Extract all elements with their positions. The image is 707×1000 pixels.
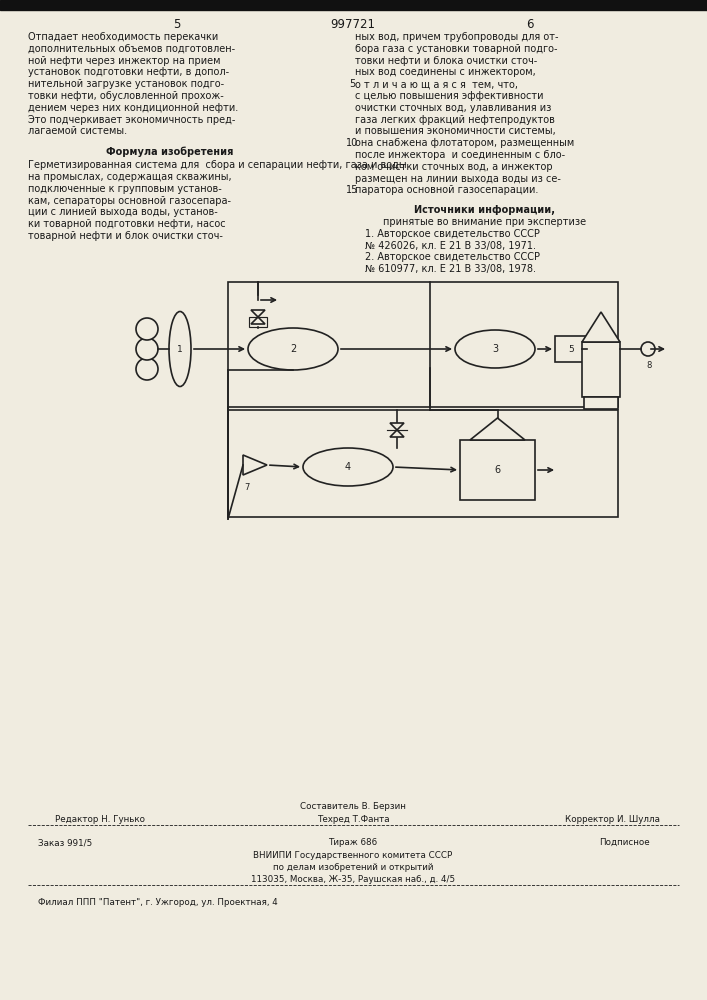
Text: ки товарной подготовки нефти, насос: ки товарной подготовки нефти, насос xyxy=(28,219,226,229)
Text: дением через них кондиционной нефти.: дением через них кондиционной нефти. xyxy=(28,103,238,113)
Ellipse shape xyxy=(455,330,535,368)
Text: 5: 5 xyxy=(568,344,574,354)
Text: 113035, Москва, Ж-35, Раушская наб., д. 4/5: 113035, Москва, Ж-35, Раушская наб., д. … xyxy=(251,875,455,884)
Text: 8: 8 xyxy=(646,361,652,370)
Text: 3: 3 xyxy=(492,344,498,354)
Text: ВНИИПИ Государственного комитета СССР: ВНИИПИ Государственного комитета СССР xyxy=(253,851,452,860)
Text: 2. Авторское свидетельство СССР: 2. Авторское свидетельство СССР xyxy=(365,252,540,262)
Text: № 610977, кл. Е 21 В 33/08, 1978.: № 610977, кл. Е 21 В 33/08, 1978. xyxy=(365,264,536,274)
Text: бора газа с установки товарной подго-: бора газа с установки товарной подго- xyxy=(355,44,558,54)
Text: 1: 1 xyxy=(177,344,183,354)
Text: 5: 5 xyxy=(173,18,181,31)
Text: ных вод соединены с инжектором,: ных вод соединены с инжектором, xyxy=(355,67,536,77)
Text: размещен на линии выхода воды из се-: размещен на линии выхода воды из се- xyxy=(355,174,561,184)
Text: очистки сточных вод, улавливания из: очистки сточных вод, улавливания из xyxy=(355,103,551,113)
Circle shape xyxy=(136,338,158,360)
Text: она снабжена флотатором, размещенным: она снабжена флотатором, размещенным xyxy=(355,138,574,148)
Text: товарной нефти и блок очистки сточ-: товарной нефти и блок очистки сточ- xyxy=(28,231,223,241)
Text: Это подчеркивает экономичность пред-: Это подчеркивает экономичность пред- xyxy=(28,115,235,125)
Text: ных вод, причем трубопроводы для от-: ных вод, причем трубопроводы для от- xyxy=(355,32,559,42)
Text: № 426026, кл. Е 21 В 33/08, 1971.: № 426026, кл. Е 21 В 33/08, 1971. xyxy=(365,241,536,251)
Bar xyxy=(228,282,618,407)
Text: и повышения экономичности системы,: и повышения экономичности системы, xyxy=(355,126,556,136)
Text: на промыслах, содержащая скважины,: на промыслах, содержащая скважины, xyxy=(28,172,232,182)
Text: Отпадает необходимость перекачки: Отпадает необходимость перекачки xyxy=(28,32,218,42)
Text: после инжектора  и соединенным с бло-: после инжектора и соединенным с бло- xyxy=(355,150,565,160)
Text: газа легких фракций нефтепродуктов: газа легких фракций нефтепродуктов xyxy=(355,115,555,125)
Text: 15: 15 xyxy=(346,185,358,195)
Polygon shape xyxy=(582,312,620,342)
Text: установок подготовки нефти, в допол-: установок подготовки нефти, в допол- xyxy=(28,67,229,77)
Text: Составитель В. Берзин: Составитель В. Берзин xyxy=(300,802,406,811)
Text: 4: 4 xyxy=(345,462,351,472)
Text: принятые во внимание при экспертизе: принятые во внимание при экспертизе xyxy=(383,217,587,227)
Text: Редактор Н. Гунько: Редактор Н. Гунько xyxy=(55,815,145,824)
Text: ции с линией выхода воды, установ-: ции с линией выхода воды, установ- xyxy=(28,207,218,217)
Text: о т л и ч а ю щ а я с я  тем, что,: о т л и ч а ю щ а я с я тем, что, xyxy=(355,79,518,89)
Text: паратора основной газосепарации.: паратора основной газосепарации. xyxy=(355,185,538,195)
Text: кам, сепараторы основной газосепара-: кам, сепараторы основной газосепара- xyxy=(28,196,231,206)
Text: товки нефти, обусловленной прохож-: товки нефти, обусловленной прохож- xyxy=(28,91,223,101)
Text: товки нефти и блока очистки сточ-: товки нефти и блока очистки сточ- xyxy=(355,56,537,66)
Ellipse shape xyxy=(169,312,191,386)
Text: 2: 2 xyxy=(290,344,296,354)
Text: Заказ 991/5: Заказ 991/5 xyxy=(38,838,92,847)
Text: Тираж 686: Тираж 686 xyxy=(329,838,378,847)
Text: 7: 7 xyxy=(245,483,250,492)
Circle shape xyxy=(641,342,655,356)
Ellipse shape xyxy=(303,448,393,486)
Polygon shape xyxy=(470,418,525,440)
Text: Филиал ППП "Патент", г. Ужгород, ул. Проектная, 4: Филиал ППП "Патент", г. Ужгород, ул. Про… xyxy=(38,898,278,907)
Text: 997721: 997721 xyxy=(330,18,375,31)
Text: дополнительных объемов подготовлен-: дополнительных объемов подготовлен- xyxy=(28,44,235,54)
Bar xyxy=(555,336,587,362)
Polygon shape xyxy=(243,455,267,475)
Bar xyxy=(249,317,267,327)
Text: Корректор И. Шулла: Корректор И. Шулла xyxy=(565,815,660,824)
Bar xyxy=(582,342,620,397)
Text: ком очистки сточных вод, а инжектор: ком очистки сточных вод, а инжектор xyxy=(355,162,553,172)
Ellipse shape xyxy=(248,328,338,370)
Text: 10: 10 xyxy=(346,138,358,148)
Text: подключенные к групповым установ-: подключенные к групповым установ- xyxy=(28,184,222,194)
Bar xyxy=(584,397,618,409)
Text: по делам изобретений и открытий: по делам изобретений и открытий xyxy=(273,863,433,872)
Text: нительной загрузке установок подго-: нительной загрузке установок подго- xyxy=(28,79,224,89)
Circle shape xyxy=(136,318,158,340)
Text: ной нефти через инжектор на прием: ной нефти через инжектор на прием xyxy=(28,56,221,66)
Text: 6: 6 xyxy=(526,18,534,31)
Text: 6: 6 xyxy=(494,465,501,475)
Text: Формула изобретения: Формула изобретения xyxy=(106,146,234,157)
Circle shape xyxy=(136,358,158,380)
Text: 5: 5 xyxy=(349,79,355,89)
Text: лагаемой системы.: лагаемой системы. xyxy=(28,126,127,136)
Text: 1. Авторское свидетельство СССР: 1. Авторское свидетельство СССР xyxy=(365,229,540,239)
Text: Подписное: Подписное xyxy=(600,838,650,847)
Bar xyxy=(0,0,707,10)
Bar xyxy=(460,440,535,500)
Text: Герметизированная система для  сбора и сепарации нефти, газа и воды: Герметизированная система для сбора и се… xyxy=(28,160,407,170)
Text: Источники информации,: Источники информации, xyxy=(414,205,556,215)
Bar xyxy=(228,410,618,517)
Text: Техред Т.Фанта: Техред Т.Фанта xyxy=(317,815,390,824)
Text: с целью повышения эффективности: с целью повышения эффективности xyxy=(355,91,544,101)
